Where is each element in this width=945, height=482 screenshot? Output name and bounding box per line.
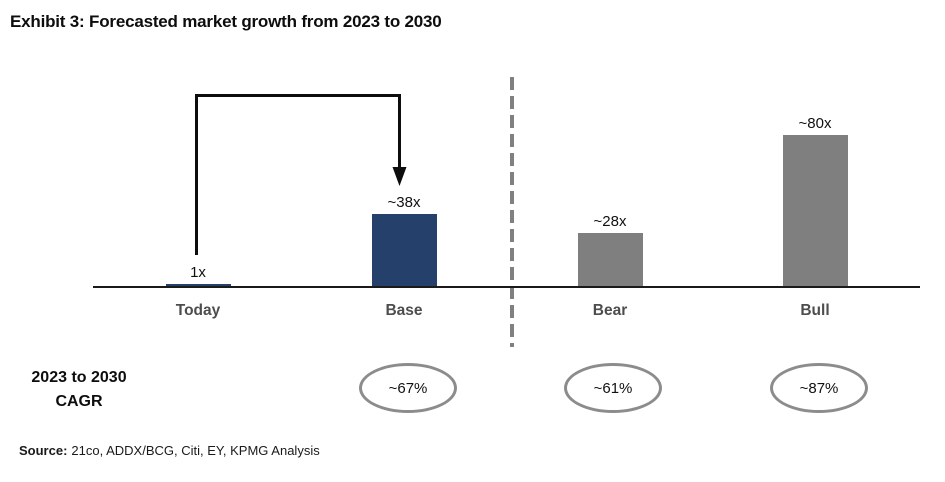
x-axis-line [93,286,920,288]
bar-value-label-bear: ~28x [593,213,627,230]
bar-column-today: 1x [148,264,248,286]
cagr-value-base: ~67% [388,379,428,397]
cagr-row-label-line2: CAGR [55,393,103,410]
cagr-value-bull: ~87% [799,379,839,397]
category-label-today: Today [175,302,221,319]
bar-column-base: ~38x [354,194,454,286]
cagr-ellipse-bear: ~61% [564,363,662,413]
cagr-ellipse-base: ~67% [359,363,457,413]
bar-value-label-base: ~38x [387,194,421,211]
category-label-base: Base [385,302,423,319]
bar-column-bear: ~28x [560,213,660,286]
category-label-bear: Bear [592,302,628,319]
growth-arrow-head [392,167,407,186]
cagr-value-bear: ~61% [593,379,633,397]
source-text: 21co, ADDX/BCG, Citi, EY, KPMG Analysis [71,443,320,458]
bar-base [371,214,437,286]
page-title: Exhibit 3: Forecasted market growth from… [10,12,442,31]
source-prefix: Source: [19,443,68,458]
bar-today [165,284,231,286]
bar-column-bull: ~80x [765,115,865,286]
bar-bull [782,135,848,286]
bar-value-label-today: 1x [190,264,206,281]
category-label-bull: Bull [800,302,830,319]
bar-bear [577,233,643,286]
cagr-row-label: 2023 to 2030 CAGR [9,366,149,414]
cagr-row-label-line1: 2023 to 2030 [31,369,127,386]
source-note: Source: 21co, ADDX/BCG, Citi, EY, KPMG An… [19,443,320,458]
bar-value-label-bull: ~80x [798,115,832,132]
cagr-ellipse-bull: ~87% [770,363,868,413]
